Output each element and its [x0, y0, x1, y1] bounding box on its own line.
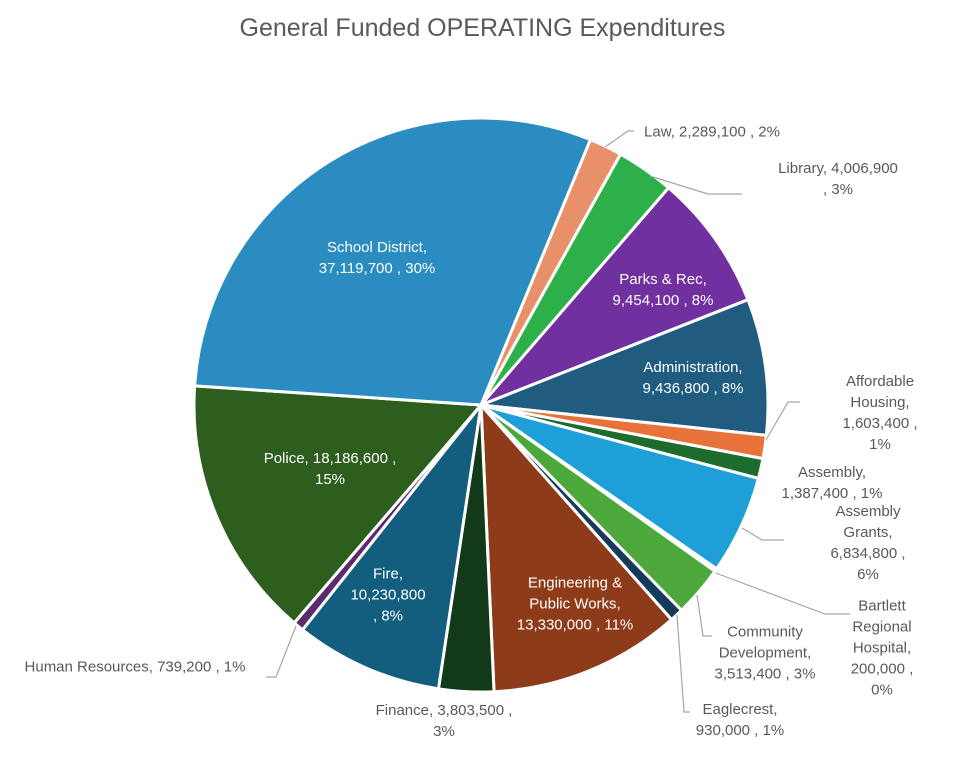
data-label: Law, 2,289,100 , 2%: [644, 123, 780, 141]
data-label: Eaglecrest, 930,000 , 1%: [695, 701, 785, 739]
data-label: Affordable Housing, 1,603,400 , 1%: [842, 373, 918, 453]
data-label: Fire, 10,230,800 , 8%: [350, 565, 426, 625]
pie-slice-police: [192, 384, 485, 625]
data-label: Human Resources, 739,200 , 1%: [24, 658, 246, 676]
data-label: Finance, 3,803,500 , 3%: [375, 702, 513, 740]
leader-line: [696, 594, 712, 637]
pie-slice-engineering-public-works: [479, 400, 674, 694]
data-label: Assembly Grants, 6,834,800 , 6%: [830, 503, 906, 583]
data-label: Police, 18,186,600 , 15%: [263, 450, 397, 488]
leader-line: [649, 175, 742, 195]
pie-slice-school-district: [193, 116, 593, 407]
pie-slice-parks-rec: [479, 185, 750, 407]
leader-line: [604, 130, 634, 148]
pie-slice-fire: [300, 399, 484, 691]
leader-line: [712, 571, 850, 615]
leader-line: [266, 625, 297, 678]
data-label: Engineering & Public Works, 13,330,000 ,…: [516, 574, 634, 634]
leader-line: [765, 401, 800, 441]
data-label: Administration, 9,436,800 , 8%: [642, 359, 744, 397]
data-label: Bartlett Regional Hospital, 200,000 , 0%: [850, 597, 914, 699]
pie-slice-administration: [480, 297, 770, 438]
data-label: Assembly, 1,387,400 , 1%: [781, 464, 883, 502]
leader-line: [676, 614, 690, 713]
data-label: Community Development, 3,513,400 , 3%: [714, 623, 816, 683]
data-label: School District, 37,119,700 , 30%: [318, 239, 436, 277]
data-label: Library, 4,006,900 , 3%: [778, 160, 898, 198]
chart-title: General Funded OPERATING Expenditures: [239, 14, 726, 42]
data-label: Parks & Rec, 9,454,100 , 8%: [612, 271, 714, 309]
leader-line: [741, 527, 784, 541]
